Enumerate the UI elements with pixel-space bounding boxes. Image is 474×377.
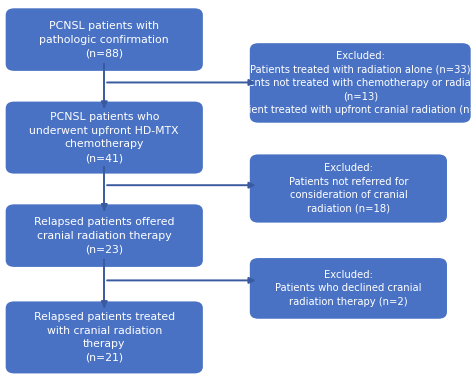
FancyBboxPatch shape [6, 102, 203, 174]
FancyBboxPatch shape [6, 8, 203, 71]
Text: Excluded:
Patients treated with radiation alone (n=33)
Patients not treated with: Excluded: Patients treated with radiatio… [230, 51, 474, 115]
FancyBboxPatch shape [6, 204, 203, 267]
Text: Excluded:
Patients who declined cranial
radiation therapy (n=2): Excluded: Patients who declined cranial … [275, 270, 422, 307]
FancyBboxPatch shape [250, 43, 471, 123]
Text: Excluded:
Patients not referred for
consideration of cranial
radiation (n=18): Excluded: Patients not referred for cons… [289, 163, 408, 214]
FancyBboxPatch shape [250, 258, 447, 319]
Text: Relapsed patients offered
cranial radiation therapy
(n=23): Relapsed patients offered cranial radiat… [34, 217, 174, 254]
FancyBboxPatch shape [250, 155, 447, 222]
FancyBboxPatch shape [6, 302, 203, 373]
Text: PCNSL patients who
underwent upfront HD-MTX
chemotherapy
(n=41): PCNSL patients who underwent upfront HD-… [29, 112, 179, 163]
Text: PCNSL patients with
pathologic confirmation
(n=88): PCNSL patients with pathologic confirmat… [39, 21, 169, 58]
Text: Relapsed patients treated
with cranial radiation
therapy
(n=21): Relapsed patients treated with cranial r… [34, 312, 175, 363]
